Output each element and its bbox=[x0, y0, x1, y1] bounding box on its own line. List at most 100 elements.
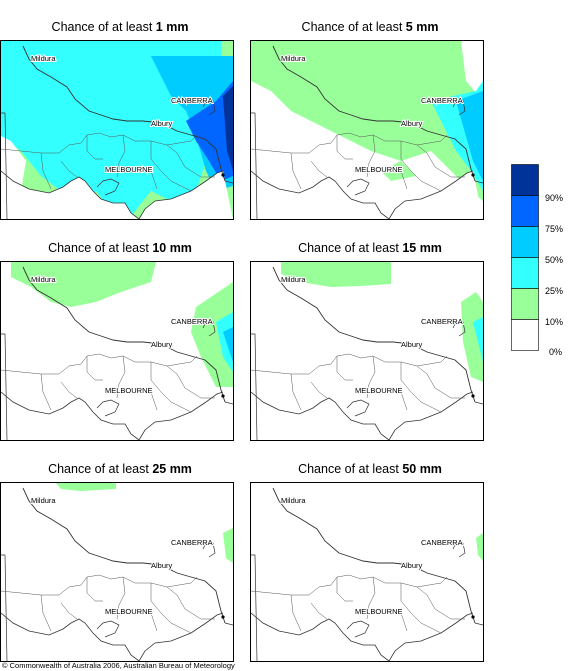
port-phillip-bay bbox=[96, 399, 120, 417]
district-boundary bbox=[86, 356, 103, 381]
place-label: Albury bbox=[151, 561, 173, 570]
district-boundary bbox=[58, 353, 178, 375]
place-label: CANBERRA bbox=[171, 317, 213, 326]
legend-label-50: 50% bbox=[545, 255, 564, 265]
coast-edge bbox=[474, 622, 483, 626]
coast-edge bbox=[474, 180, 483, 184]
murray-river-border bbox=[22, 487, 226, 624]
district-boundary bbox=[116, 355, 126, 399]
place-label: Albury bbox=[401, 119, 423, 128]
state-border bbox=[251, 112, 258, 219]
district-boundary bbox=[366, 355, 376, 399]
probability-legend: 90% 75% 50% 25% 10% 0% bbox=[511, 164, 563, 357]
coastline bbox=[1, 170, 224, 219]
place-label: MELBOURNE bbox=[355, 607, 403, 616]
murray-river-border bbox=[22, 45, 226, 182]
district-boundary bbox=[166, 134, 198, 146]
panel-title: Chance of at least 15 mm bbox=[298, 241, 442, 255]
legend-label-75: 75% bbox=[545, 224, 564, 234]
state-border bbox=[251, 333, 258, 440]
rainfall-map: Mildura CANBERRA Albury MELBOURNE bbox=[0, 40, 234, 220]
murray-river-border bbox=[272, 45, 476, 182]
murray-river-border bbox=[272, 266, 476, 403]
district-boundary bbox=[251, 590, 309, 596]
district-boundary bbox=[426, 152, 465, 178]
coast-edge bbox=[474, 401, 483, 405]
ocean-area bbox=[251, 613, 483, 661]
rainfall-map: Mildura CANBERRA Albury MELBOURNE bbox=[0, 482, 234, 662]
ocean-area bbox=[1, 171, 233, 219]
rainfall-map: Mildura CANBERRA Albury MELBOURNE bbox=[250, 261, 484, 441]
district-boundary bbox=[40, 373, 52, 411]
probability-region bbox=[56, 483, 116, 491]
state-border bbox=[1, 112, 8, 219]
city-marker bbox=[471, 394, 475, 398]
place-label: MELBOURNE bbox=[105, 607, 153, 616]
district-boundary bbox=[1, 590, 59, 596]
place-label: Albury bbox=[151, 119, 173, 128]
panel-title: Chance of at least 5 mm bbox=[301, 20, 439, 34]
district-boundary bbox=[400, 583, 442, 634]
probability-region bbox=[216, 312, 233, 372]
place-label: Mildura bbox=[31, 275, 56, 284]
district-boundary bbox=[426, 594, 465, 620]
place-label: CANBERRA bbox=[421, 317, 463, 326]
coast-edge bbox=[224, 180, 233, 184]
district-boundary bbox=[166, 355, 198, 367]
probability-region bbox=[223, 327, 233, 362]
place-label: Mildura bbox=[31, 54, 56, 63]
district-boundary bbox=[60, 160, 78, 178]
port-phillip-bay bbox=[96, 620, 120, 638]
district-boundary bbox=[416, 134, 448, 146]
district-boundary bbox=[336, 356, 353, 381]
state-border bbox=[251, 554, 258, 661]
probability-region bbox=[191, 282, 233, 387]
state-border bbox=[1, 554, 8, 661]
ocean-area bbox=[1, 392, 233, 440]
rainfall-map: Mildura CANBERRA Albury MELBOURNE bbox=[0, 261, 234, 441]
probability-region bbox=[281, 262, 391, 287]
port-phillip-bay bbox=[346, 178, 370, 196]
legend-label-90: 90% bbox=[545, 193, 564, 203]
city-marker bbox=[221, 173, 225, 177]
district-boundary bbox=[308, 353, 428, 375]
coastline bbox=[1, 612, 224, 661]
district-boundary bbox=[58, 574, 178, 596]
ocean-area bbox=[251, 392, 483, 440]
place-label: MELBOURNE bbox=[105, 165, 153, 174]
district-boundary bbox=[116, 576, 126, 620]
legend-swatch-90 bbox=[511, 164, 539, 196]
district-boundary bbox=[400, 141, 442, 192]
place-label: Mildura bbox=[281, 496, 306, 505]
district-boundary bbox=[366, 134, 376, 178]
probability-region bbox=[476, 533, 483, 561]
legend-swatch-0 bbox=[511, 319, 539, 351]
coastline bbox=[1, 391, 224, 440]
panel-title: Chance of at least 50 mm bbox=[298, 462, 442, 476]
panel-title: Chance of at least 1 mm bbox=[51, 20, 189, 34]
city-marker bbox=[471, 173, 475, 177]
probability-region bbox=[223, 86, 233, 171]
district-boundary bbox=[336, 135, 353, 160]
place-label: CANBERRA bbox=[421, 538, 463, 547]
district-boundary bbox=[290, 373, 302, 411]
coast-edge bbox=[224, 622, 233, 626]
probability-region bbox=[251, 81, 311, 191]
district-boundary bbox=[1, 148, 59, 154]
district-boundary bbox=[390, 608, 408, 632]
district-boundary bbox=[390, 387, 408, 411]
district-boundary bbox=[86, 135, 103, 160]
probability-region bbox=[251, 41, 483, 201]
district-boundary bbox=[416, 355, 448, 367]
district-boundary bbox=[60, 381, 78, 399]
place-label: CANBERRA bbox=[171, 538, 213, 547]
place-label: CANBERRA bbox=[171, 96, 213, 105]
place-label: Albury bbox=[151, 340, 173, 349]
legend-label-10: 10% bbox=[545, 317, 564, 327]
district-boundary bbox=[390, 166, 408, 190]
city-marker bbox=[221, 394, 225, 398]
district-boundary bbox=[310, 381, 328, 399]
copyright-notice: © Commonwealth of Australia 2006, Austra… bbox=[2, 661, 235, 670]
state-border bbox=[1, 333, 8, 440]
district-boundary bbox=[176, 594, 215, 620]
